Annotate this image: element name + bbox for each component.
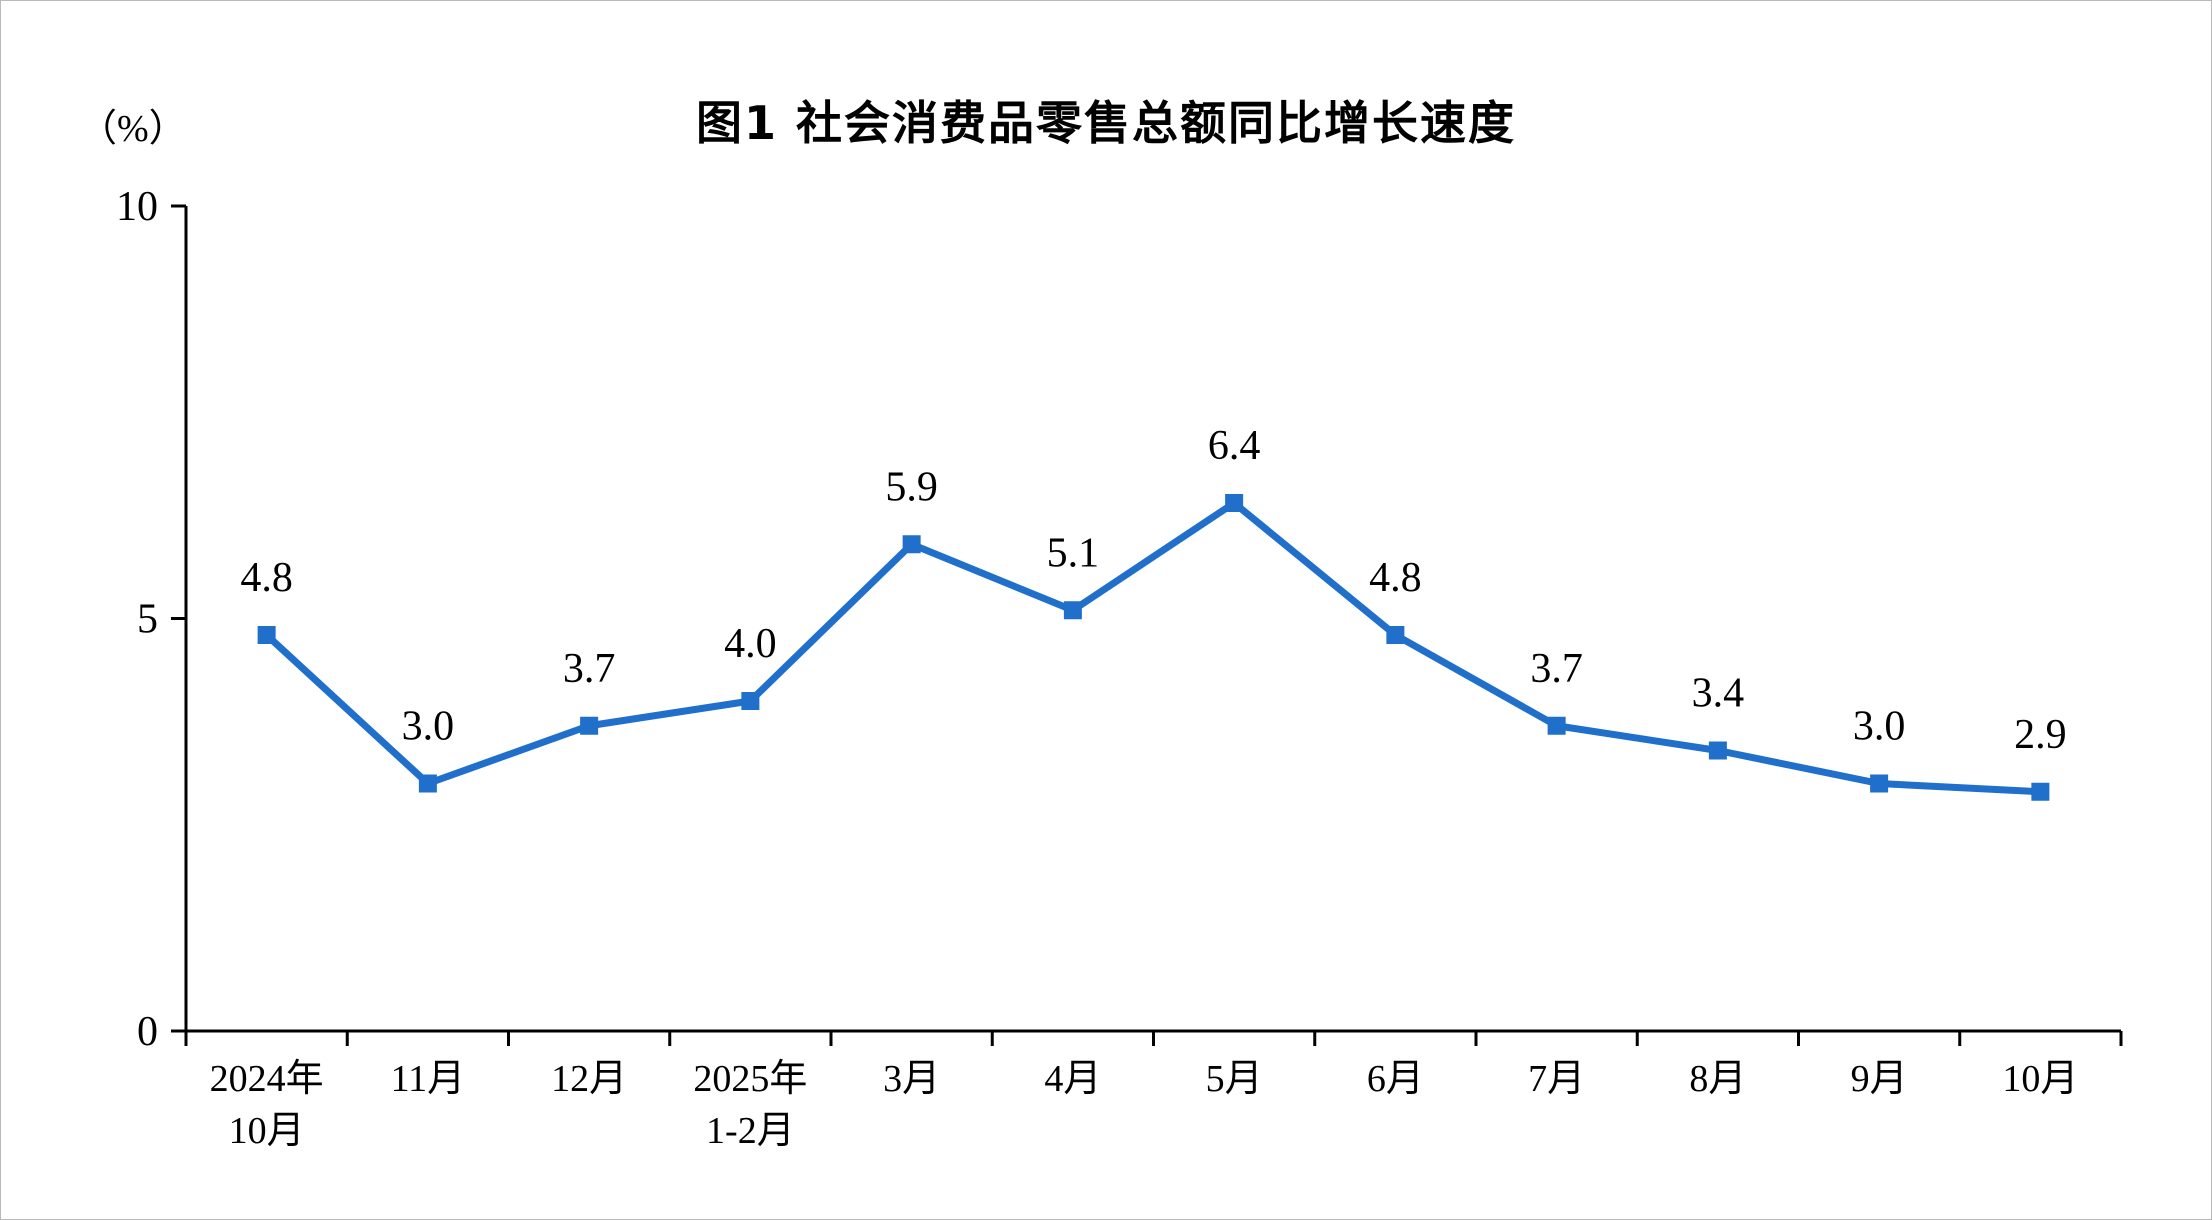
x-tick-label: 12月: [551, 1058, 627, 1100]
data-point-marker: [902, 535, 921, 554]
y-tick-label: 5: [137, 597, 158, 643]
data-point-marker: [1225, 494, 1244, 512]
data-point-label: 4.8: [240, 555, 293, 601]
y-axis-unit-label: （%）: [79, 108, 187, 150]
data-point-label: 3.0: [1853, 704, 1906, 750]
data-point-label: 3.7: [1530, 646, 1583, 692]
x-tick-label: 5月: [1206, 1058, 1263, 1100]
data-point-marker: [1708, 741, 1727, 760]
x-tick-label: 2025年: [693, 1058, 807, 1100]
x-tick-label: 8月: [1689, 1058, 1746, 1100]
x-tick-label: 4月: [1044, 1058, 1101, 1100]
y-tick-label: 10: [116, 184, 158, 230]
data-point-marker: [2031, 782, 2050, 801]
data-point-marker: [1547, 716, 1566, 735]
x-tick-label: 1-2月: [706, 1110, 795, 1152]
x-tick-label: 3月: [883, 1058, 940, 1100]
x-tick-label: 11月: [391, 1058, 466, 1100]
data-point-label: 4.8: [1369, 555, 1422, 601]
data-point-label: 3.0: [402, 704, 455, 750]
data-point-marker: [418, 774, 437, 793]
data-point-marker: [580, 716, 599, 735]
data-point-label: 6.4: [1208, 423, 1261, 469]
x-tick-label: 10月: [2002, 1058, 2078, 1100]
data-point-label: 3.4: [1692, 671, 1745, 717]
y-tick-label: 0: [137, 1009, 158, 1055]
data-point-label: 2.9: [2014, 712, 2067, 758]
x-tick-label: 6月: [1367, 1058, 1424, 1100]
data-point-label: 4.0: [724, 621, 777, 667]
data-point-marker: [257, 626, 276, 644]
data-point-label: 3.7: [563, 646, 616, 692]
x-tick-label: 9月: [1851, 1058, 1908, 1100]
data-point-marker: [1063, 601, 1082, 620]
data-point-label: 5.1: [1047, 530, 1100, 576]
data-point-marker: [1870, 774, 1889, 793]
data-point-marker: [741, 692, 760, 710]
series-line: [263, 499, 2044, 796]
data-point-label: 5.9: [885, 464, 938, 510]
data-point-marker: [1386, 626, 1405, 644]
chart-title: 图1 社会消费品零售总额同比增长速度: [695, 96, 1517, 150]
x-tick-label: 7月: [1528, 1058, 1585, 1100]
x-tick-label: 10月: [229, 1110, 305, 1152]
x-tick-label: 2024年: [210, 1058, 324, 1100]
